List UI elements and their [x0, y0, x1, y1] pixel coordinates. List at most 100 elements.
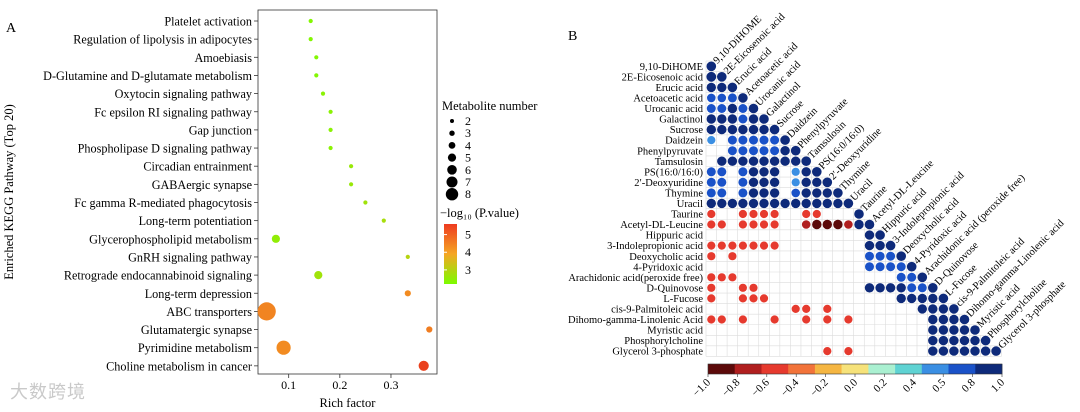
- correlation-circle: [738, 209, 748, 219]
- pathway-label: Fc gamma R-mediated phagocytosis: [74, 196, 252, 210]
- row-label: Phosphorylcholine: [624, 336, 703, 347]
- correlation-circle: [717, 114, 727, 124]
- correlation-circle: [759, 167, 769, 177]
- correlation-circle: [938, 335, 949, 346]
- correlation-circle: [738, 198, 748, 209]
- correlation-circle: [738, 315, 748, 324]
- diagonal-circle: [727, 82, 738, 93]
- correlation-circle: [728, 241, 737, 250]
- correlation-circle: [780, 156, 790, 166]
- correlation-circle: [717, 198, 727, 209]
- colorbar-tick-label: −0.6: [749, 376, 772, 399]
- correlation-circle: [727, 114, 738, 124]
- pathway-point: [426, 326, 433, 333]
- pathway-point: [349, 164, 354, 169]
- diagonal-circle: [812, 167, 822, 177]
- pathway-point: [257, 302, 276, 321]
- correlation-circle: [717, 93, 727, 103]
- correlation-circle: [738, 241, 748, 250]
- correlation-circle: [896, 262, 906, 272]
- correlation-circle: [770, 315, 779, 324]
- x-tick-label: 0.3: [383, 378, 398, 392]
- correlation-circle: [928, 293, 938, 304]
- correlation-circle: [728, 273, 737, 282]
- correlation-circle: [770, 241, 779, 250]
- colorbar-segment: [895, 364, 923, 374]
- diagonal-circle: [885, 240, 896, 251]
- correlation-circle: [727, 146, 737, 156]
- correlation-circle: [970, 335, 980, 346]
- correlation-circle: [707, 315, 716, 324]
- diagonal-circle: [854, 209, 864, 219]
- correlation-circle: [738, 124, 748, 135]
- correlation-circle: [738, 283, 748, 292]
- correlation-circle: [770, 209, 779, 219]
- correlation-circle: [749, 209, 758, 219]
- color-legend-title: −log₁₀ (P.value): [440, 206, 519, 220]
- size-legend-dot: [448, 142, 456, 149]
- row-label: Galactinol: [659, 115, 703, 126]
- row-label: Phenylpyruvate: [637, 146, 703, 157]
- pathway-point: [320, 91, 326, 96]
- correlation-circle: [706, 167, 716, 177]
- size-legend-value: 5: [465, 151, 471, 165]
- colorbar-tick-label: −0.2: [808, 377, 831, 400]
- correlation-circle: [759, 156, 769, 166]
- row-label: Erucic acid: [655, 83, 703, 94]
- diagonal-circle: [970, 325, 980, 335]
- diagonal-circle: [780, 135, 790, 145]
- correlation-circle: [717, 315, 726, 324]
- pathway-label: Gap junction: [189, 123, 252, 137]
- correlation-circle: [770, 146, 780, 156]
- colorbar-segment: [841, 364, 869, 374]
- row-label: 9,10-DiHOME: [640, 62, 703, 73]
- colorbar-segment: [921, 364, 949, 374]
- correlation-circle: [791, 198, 801, 209]
- pathway-label: Phospholipase D signaling pathway: [78, 142, 253, 156]
- pathway-label: Glycerophospholipid metabolism: [89, 232, 252, 246]
- correlation-circle: [738, 146, 748, 156]
- correlation-circle: [791, 304, 800, 313]
- correlation-circle: [707, 252, 716, 261]
- x-tick-label: 0.2: [332, 378, 347, 392]
- correlation-circle: [812, 209, 821, 219]
- correlation-circle: [738, 220, 748, 229]
- correlation-circle: [707, 209, 716, 219]
- correlation-circle: [791, 178, 800, 187]
- correlation-circle: [928, 335, 938, 346]
- colorbar-tick-label: −0.4: [779, 376, 802, 399]
- row-label: Acetyl-DL-Leucine: [620, 220, 703, 231]
- correlation-circle: [886, 262, 896, 272]
- diagonal-circle: [949, 304, 959, 314]
- row-label: Dihomo-gamma-Linolenic Acid: [568, 315, 704, 326]
- row-label: Urocanic acid: [644, 104, 703, 115]
- correlation-circle: [706, 71, 717, 82]
- correlation-circle: [759, 124, 769, 135]
- pathway-point: [363, 200, 368, 205]
- diagonal-circle: [833, 188, 843, 198]
- correlation-circle: [727, 198, 738, 209]
- pathway-point: [314, 73, 319, 78]
- correlation-circle: [707, 294, 716, 303]
- correlation-circle: [759, 198, 769, 209]
- correlation-circle: [833, 198, 843, 209]
- correlation-circle: [812, 188, 822, 198]
- correlation-circle: [907, 272, 917, 282]
- correlation-circle: [875, 240, 885, 251]
- size-legend-dot: [450, 119, 454, 123]
- row-label: Daidzein: [665, 136, 704, 147]
- correlation-circle: [907, 283, 917, 293]
- correlation-circle: [748, 124, 759, 135]
- correlation-circle: [949, 325, 959, 335]
- size-legend-value: 7: [465, 175, 471, 189]
- correlation-circle: [769, 167, 780, 177]
- correlation-circle: [749, 241, 758, 250]
- panel-a-label: A: [6, 21, 17, 36]
- pathway-point: [349, 182, 354, 187]
- correlation-circle: [812, 177, 822, 187]
- pathway-label: Amoebiasis: [194, 51, 252, 65]
- correlation-circle: [738, 114, 748, 124]
- correlation-circle: [780, 198, 790, 209]
- correlation-circle: [707, 93, 716, 103]
